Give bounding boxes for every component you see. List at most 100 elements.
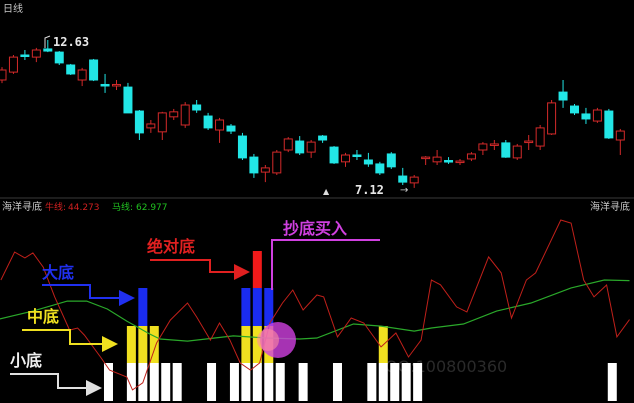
- candle-body: [215, 119, 225, 131]
- candle-body: [318, 135, 328, 141]
- signal-bars: [103, 251, 617, 401]
- small-bottom-bar: [149, 363, 159, 401]
- candle: [478, 142, 488, 155]
- candle-body: [31, 49, 41, 58]
- candle-body: [306, 141, 316, 153]
- candle: [134, 110, 144, 140]
- candle: [341, 152, 350, 167]
- small-bottom-arrow: [10, 373, 102, 396]
- candle: [535, 125, 545, 150]
- small-bottom-bar: [275, 363, 285, 401]
- candle: [615, 128, 625, 155]
- candle: [409, 175, 419, 188]
- candle-body: [615, 130, 625, 141]
- candle: [306, 140, 316, 158]
- high-price-label: 12.63: [53, 35, 89, 49]
- candle: [604, 108, 614, 139]
- small-bottom-bar: [172, 363, 182, 401]
- price-panel: 日线 12.63 ▲ 7.12 →: [0, 2, 625, 197]
- candle-body: [157, 112, 167, 133]
- candle-body: [409, 176, 419, 184]
- small-bottom-bar: [207, 363, 217, 401]
- candle-body: [134, 110, 144, 134]
- small-bottom-bar: [401, 363, 411, 401]
- candle-body: [341, 154, 350, 163]
- big-bottom-bar: [241, 288, 251, 326]
- candle: [89, 58, 99, 82]
- candle-body: [226, 125, 236, 132]
- candle-body: [66, 64, 76, 75]
- candle-body: [249, 156, 259, 174]
- candle: [31, 47, 41, 63]
- candle: [386, 152, 396, 169]
- candle: [283, 137, 293, 153]
- small-bottom-label: 小底: [10, 351, 42, 370]
- candle: [363, 152, 373, 167]
- candle-body: [77, 69, 87, 81]
- candle: [66, 63, 76, 75]
- candle-body: [20, 54, 30, 57]
- candle-body: [489, 143, 499, 146]
- candles: [0, 40, 625, 188]
- candle: [192, 100, 202, 113]
- small-bottom-bar: [126, 363, 136, 401]
- absolute-bottom-bar: [252, 251, 262, 288]
- small-bottom-bar: [241, 363, 251, 401]
- candle: [249, 153, 259, 178]
- candle-body: [260, 167, 270, 173]
- candle-body: [478, 143, 488, 151]
- small-bottom-bar: [378, 363, 388, 401]
- indicator-name: 海洋寻底: [2, 200, 42, 213]
- candle-body: [421, 156, 431, 160]
- candle-body: [547, 102, 557, 135]
- candle-body: [100, 83, 110, 87]
- candle: [570, 103, 579, 115]
- small-bottom-bar: [607, 363, 617, 401]
- small-bottom-bar: [367, 363, 377, 401]
- candle: [466, 152, 476, 162]
- candle: [489, 140, 499, 150]
- candle: [226, 123, 236, 134]
- candle-body: [558, 91, 568, 101]
- candle-body: [54, 51, 64, 64]
- candle: [512, 143, 522, 160]
- candle: [237, 132, 247, 160]
- mid-bottom-bar: [126, 326, 136, 363]
- low-price-label: 7.12: [355, 183, 384, 197]
- candle-body: [283, 138, 293, 151]
- small-bottom-bar: [229, 363, 239, 401]
- candle-body: [272, 151, 282, 174]
- mid-bottom-arrow: [22, 329, 118, 352]
- candle-body: [570, 105, 579, 114]
- mid-bottom-bar: [138, 326, 148, 363]
- candle: [501, 140, 511, 158]
- candle: [398, 167, 408, 185]
- candle: [54, 51, 64, 65]
- period-label: 日线: [3, 2, 23, 15]
- small-bottom-bar: [332, 363, 342, 401]
- small-bottom-bar: [161, 363, 171, 401]
- candle-body: [295, 140, 305, 154]
- candle: [352, 150, 362, 160]
- triangle-marker-icon: ▲: [323, 187, 330, 196]
- candle: [581, 107, 591, 124]
- line2-value: 62.977: [136, 203, 168, 213]
- big-bottom-bar: [264, 288, 274, 326]
- candle-body: [237, 135, 247, 159]
- candle-body: [524, 140, 534, 144]
- candle: [157, 111, 167, 140]
- small-bottom-bar: [252, 363, 262, 401]
- big-bottom-label: 大底: [42, 263, 74, 282]
- candle-body: [398, 175, 408, 183]
- small-bottom-bar: [390, 363, 400, 401]
- candle: [272, 150, 282, 175]
- line-ma-horse: [0, 279, 630, 342]
- candle: [146, 120, 156, 133]
- candle-body: [112, 83, 121, 87]
- buy-signal-label: 抄底买入: [283, 219, 347, 238]
- line2-label: 马线:: [112, 201, 133, 213]
- candle: [203, 112, 213, 130]
- line-bull: [0, 219, 630, 391]
- candle-body: [89, 59, 99, 81]
